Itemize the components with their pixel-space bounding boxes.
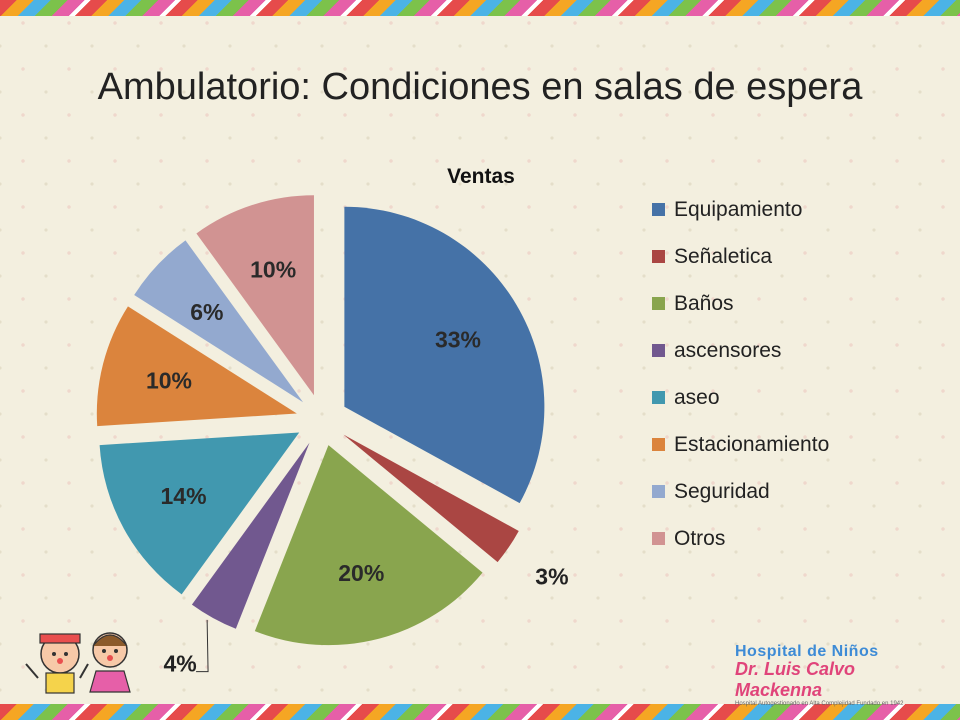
data-label-aseo: 14% [161,483,207,509]
legend-item-equipamiento: Equipamiento [652,186,829,233]
slide-title: Ambulatorio: Condiciones en salas de esp… [97,66,863,108]
data-label-señaletica: 3% [535,563,568,589]
pie-slice-seguridad [134,240,304,403]
chart-legend: Equipamiento Señaletica Baños ascensores ase… [652,198,829,574]
legend-swatch [652,391,665,404]
legend-label: Equipamiento [674,198,803,221]
hospital-logo: Hospital de Niños Dr. Luis Calvo Mackenn… [735,643,945,707]
legend-item-ascensores: ascensores [652,327,829,374]
legend-swatch [652,438,665,451]
data-label-estacionamiento: 10% [146,368,192,394]
legend-label: Señaletica [674,245,773,268]
children-illustration [25,632,131,694]
data-label-baños: 20% [338,560,384,586]
pie-slice-equipamiento [344,206,545,504]
legend-label: Estacionamiento [674,433,830,456]
legend-label: ascensores [674,339,782,362]
legend-label: aseo [674,386,720,409]
data-label-otros: 10% [250,257,296,283]
legend-label: Baños [674,292,734,315]
pie-slice-baños [254,445,483,646]
top-decorative-stripe [0,0,960,16]
legend-item-otros: Otros [652,515,829,562]
legend-label: Seguridad [674,480,770,503]
legend-item-señaletica: Señaletica [652,233,829,280]
legend-swatch [652,250,665,263]
pie-slice-ascensores [191,442,310,629]
logo-line-1: Hospital de Niños [735,643,879,660]
logo-line-2: Dr. Luis Calvo Mackenna [735,659,856,700]
pie-slice-otros [196,195,314,396]
data-label-equipamiento: 33% [435,327,481,353]
pie-slice-estacionamiento [96,306,297,427]
logo-line-3: Hospital Autogestionado en Alta Compleji… [735,701,904,707]
legend-item-baños: Baños [652,280,829,327]
pie-slice-señaletica [343,434,519,563]
legend-swatch [652,485,665,498]
legend-label: Otros [674,527,726,550]
data-label-seguridad: 6% [190,299,223,325]
leader-line-ascensores [196,620,209,673]
legend-swatch [652,344,665,357]
legend-swatch [652,203,665,216]
legend-item-aseo: aseo [652,374,829,421]
legend-swatch [652,297,665,310]
data-label-ascensores: 4% [163,651,196,677]
legend-swatch [652,532,665,545]
pie-slice-aseo [99,432,300,595]
chart-title: Ventas [447,165,515,188]
bottom-decorative-stripe [0,704,960,720]
legend-item-estacionamiento: Estacionamiento [652,421,829,468]
legend-item-seguridad: Seguridad [652,468,829,515]
